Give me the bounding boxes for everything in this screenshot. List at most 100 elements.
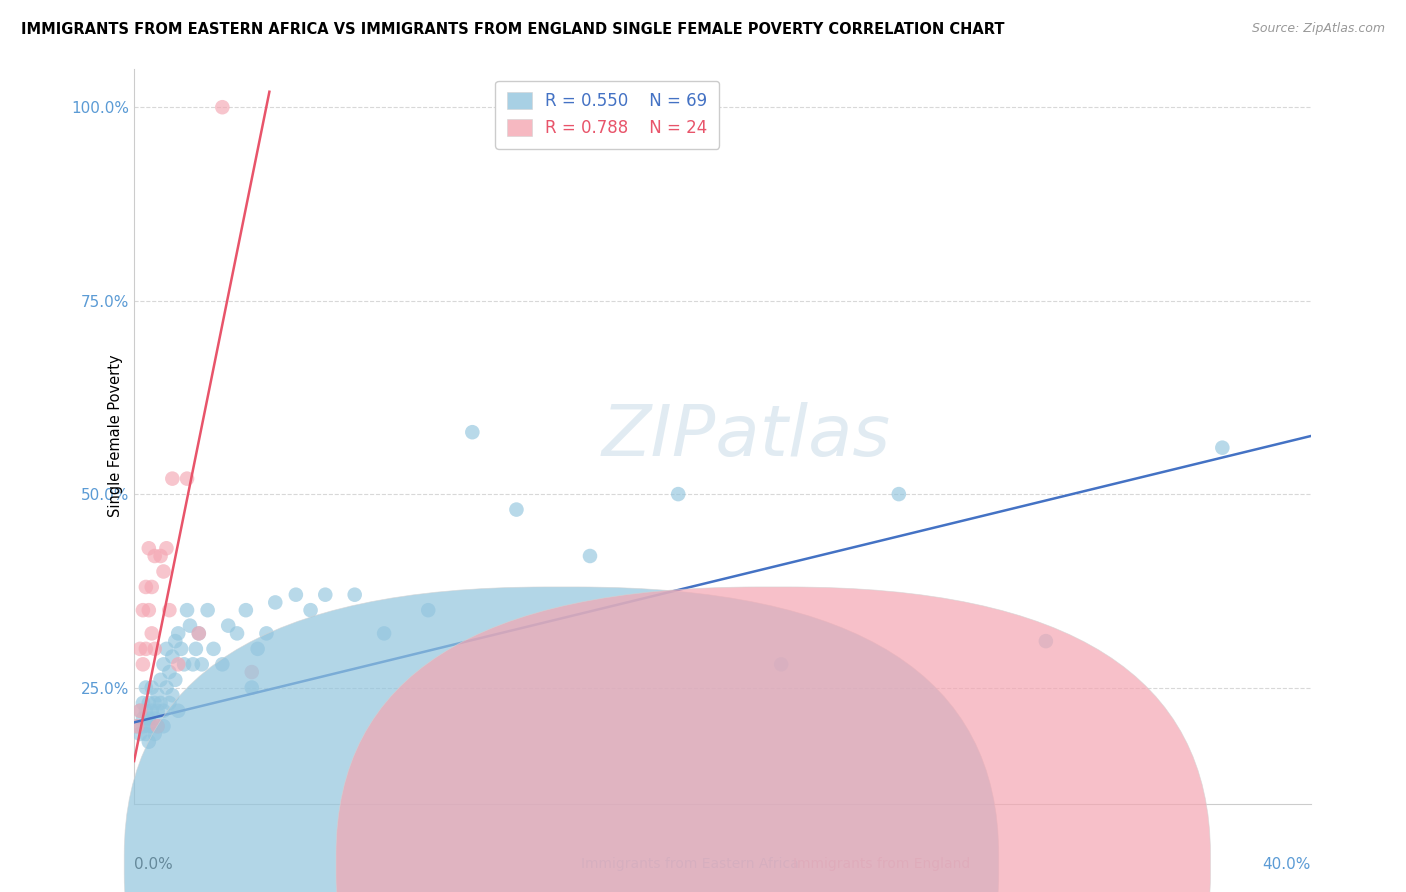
Point: [284, 588, 307, 602]
Point: [157, 696, 180, 710]
Point: [155, 681, 177, 695]
Point: [240, 665, 263, 679]
Point: [165, 673, 187, 687]
Point: [132, 711, 155, 725]
Point: [125, 719, 148, 733]
Point: [167, 657, 190, 672]
Point: [179, 618, 201, 632]
Point: [256, 626, 278, 640]
Point: [129, 704, 152, 718]
Point: [135, 727, 157, 741]
Point: [165, 634, 187, 648]
Point: [132, 719, 155, 733]
Point: [181, 657, 204, 672]
Point: [226, 626, 249, 640]
Point: [887, 487, 910, 501]
Point: [235, 603, 257, 617]
Text: ZIPatlas: ZIPatlas: [602, 401, 890, 471]
Point: [240, 681, 263, 695]
Point: [162, 472, 184, 486]
Point: [173, 657, 195, 672]
Point: [152, 657, 174, 672]
Point: [138, 541, 160, 556]
Point: [579, 549, 602, 563]
Point: [770, 657, 793, 672]
Point: [505, 502, 527, 516]
Point: [138, 696, 160, 710]
Point: [666, 487, 689, 501]
Point: [135, 704, 157, 718]
Text: Immigrants from England: Immigrants from England: [793, 857, 970, 871]
Point: [149, 673, 172, 687]
Point: [167, 704, 190, 718]
Point: [184, 641, 207, 656]
Point: [187, 626, 209, 640]
Point: [135, 681, 157, 695]
Point: [141, 704, 163, 718]
Point: [138, 719, 160, 733]
Point: [152, 565, 174, 579]
Point: [162, 649, 184, 664]
Point: [299, 603, 322, 617]
Point: [146, 688, 169, 702]
Y-axis label: Single Female Poverty: Single Female Poverty: [108, 355, 122, 517]
Point: [314, 588, 336, 602]
Point: [418, 603, 440, 617]
Point: [143, 549, 166, 563]
Point: [141, 580, 163, 594]
Point: [461, 425, 484, 440]
Point: [343, 588, 366, 602]
Point: [135, 580, 157, 594]
Point: [190, 657, 212, 672]
Point: [152, 719, 174, 733]
Point: [138, 735, 160, 749]
Point: [152, 704, 174, 718]
Point: [155, 541, 177, 556]
Point: [211, 100, 233, 114]
Point: [246, 641, 269, 656]
Point: [157, 665, 180, 679]
Point: [138, 711, 160, 725]
Point: [146, 719, 169, 733]
Point: [138, 603, 160, 617]
Point: [141, 719, 163, 733]
Point: [162, 688, 184, 702]
Point: [176, 472, 198, 486]
Point: [125, 719, 148, 733]
Point: [202, 641, 225, 656]
Point: [1211, 441, 1233, 455]
Point: [129, 641, 152, 656]
Point: [129, 704, 152, 718]
Text: IMMIGRANTS FROM EASTERN AFRICA VS IMMIGRANTS FROM ENGLAND SINGLE FEMALE POVERTY : IMMIGRANTS FROM EASTERN AFRICA VS IMMIGR…: [21, 22, 1005, 37]
Point: [264, 595, 287, 609]
Legend: R = 0.550    N = 69, R = 0.788    N = 24: R = 0.550 N = 69, R = 0.788 N = 24: [495, 80, 720, 149]
Point: [187, 626, 209, 640]
Point: [141, 681, 163, 695]
Point: [211, 657, 233, 672]
Point: [146, 704, 169, 718]
Point: [132, 696, 155, 710]
Point: [197, 603, 219, 617]
Point: [217, 618, 239, 632]
Point: [129, 727, 152, 741]
Text: 40.0%: 40.0%: [1263, 857, 1310, 871]
Text: Immigrants from Eastern Africa: Immigrants from Eastern Africa: [581, 857, 799, 871]
Point: [1035, 634, 1057, 648]
Point: [155, 641, 177, 656]
Point: [135, 641, 157, 656]
Point: [149, 696, 172, 710]
Point: [373, 626, 395, 640]
Point: [143, 727, 166, 741]
Point: [170, 641, 193, 656]
Point: [167, 626, 190, 640]
Point: [141, 626, 163, 640]
Text: 0.0%: 0.0%: [134, 857, 173, 871]
Point: [132, 603, 155, 617]
Point: [149, 549, 172, 563]
Point: [143, 696, 166, 710]
Point: [146, 719, 169, 733]
Point: [143, 711, 166, 725]
Point: [157, 603, 180, 617]
Point: [143, 641, 166, 656]
Point: [132, 657, 155, 672]
